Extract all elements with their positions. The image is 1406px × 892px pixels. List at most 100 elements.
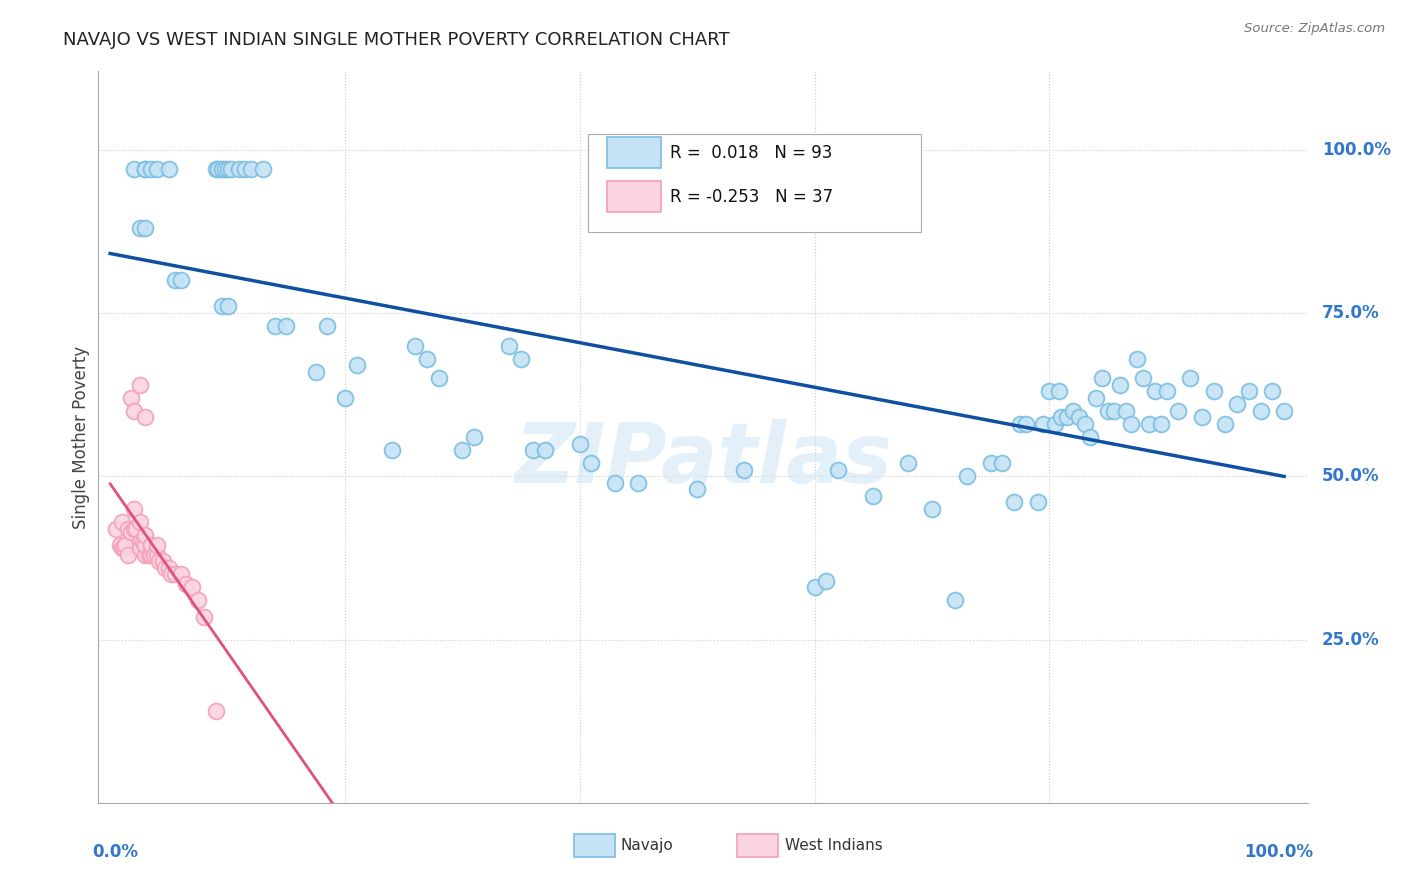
Point bbox=[686, 483, 709, 497]
Point bbox=[1167, 404, 1189, 418]
Point bbox=[148, 554, 170, 568]
Point bbox=[128, 541, 150, 555]
Point bbox=[1132, 371, 1154, 385]
Point bbox=[991, 456, 1014, 470]
Point bbox=[141, 538, 163, 552]
Point bbox=[134, 221, 156, 235]
Text: 100.0%: 100.0% bbox=[1322, 141, 1391, 159]
Point bbox=[120, 524, 142, 539]
Point bbox=[581, 456, 603, 470]
Point bbox=[1150, 417, 1173, 431]
Point bbox=[1091, 371, 1114, 385]
Point bbox=[157, 560, 180, 574]
Point bbox=[945, 593, 967, 607]
Point bbox=[105, 521, 128, 535]
Point bbox=[181, 580, 204, 594]
Point bbox=[134, 162, 156, 177]
Point bbox=[416, 351, 439, 366]
Point bbox=[533, 443, 555, 458]
Point bbox=[921, 502, 943, 516]
Point bbox=[1067, 410, 1090, 425]
Point bbox=[1015, 417, 1038, 431]
Point bbox=[333, 391, 356, 405]
Point bbox=[1180, 371, 1202, 385]
Point bbox=[451, 443, 474, 458]
Point bbox=[111, 515, 134, 529]
Point bbox=[603, 475, 626, 490]
Point bbox=[1050, 410, 1073, 425]
Point bbox=[108, 538, 131, 552]
Point bbox=[155, 560, 177, 574]
Point bbox=[214, 162, 236, 177]
FancyBboxPatch shape bbox=[588, 134, 921, 232]
FancyBboxPatch shape bbox=[574, 833, 614, 857]
Point bbox=[128, 534, 150, 549]
Point bbox=[1108, 377, 1130, 392]
Point bbox=[381, 443, 404, 458]
Point bbox=[1121, 417, 1143, 431]
Point bbox=[128, 221, 150, 235]
Point bbox=[252, 162, 274, 177]
Point bbox=[146, 162, 169, 177]
Point bbox=[1215, 417, 1237, 431]
Point bbox=[276, 319, 298, 334]
Point bbox=[128, 377, 150, 392]
Point bbox=[522, 443, 544, 458]
Text: ZIPatlas: ZIPatlas bbox=[515, 418, 891, 500]
Point bbox=[219, 162, 242, 177]
Point bbox=[263, 319, 285, 334]
Point bbox=[233, 162, 256, 177]
Point bbox=[217, 300, 239, 314]
Point bbox=[1191, 410, 1213, 425]
Point bbox=[204, 162, 226, 177]
Point bbox=[125, 521, 148, 535]
Point bbox=[176, 577, 198, 591]
Point bbox=[316, 319, 339, 334]
Point bbox=[404, 339, 426, 353]
Text: West Indians: West Indians bbox=[785, 838, 883, 853]
Point bbox=[134, 410, 156, 425]
Point bbox=[980, 456, 1002, 470]
Point bbox=[1272, 404, 1295, 418]
Point bbox=[211, 162, 233, 177]
Point bbox=[1026, 495, 1049, 509]
Text: NAVAJO VS WEST INDIAN SINGLE MOTHER POVERTY CORRELATION CHART: NAVAJO VS WEST INDIAN SINGLE MOTHER POVE… bbox=[63, 31, 730, 49]
Point bbox=[146, 548, 169, 562]
Text: R =  0.018   N = 93: R = 0.018 N = 93 bbox=[671, 145, 832, 162]
FancyBboxPatch shape bbox=[607, 181, 661, 211]
Point bbox=[1073, 417, 1095, 431]
Point bbox=[152, 554, 174, 568]
Text: Navajo: Navajo bbox=[621, 838, 673, 853]
Point bbox=[1085, 391, 1108, 405]
Point bbox=[1261, 384, 1284, 399]
Point bbox=[1226, 397, 1249, 411]
Point bbox=[217, 162, 239, 177]
Point bbox=[498, 339, 520, 353]
Point bbox=[193, 609, 215, 624]
Point bbox=[122, 162, 145, 177]
Point bbox=[1137, 417, 1160, 431]
Text: 50.0%: 50.0% bbox=[1322, 467, 1379, 485]
Point bbox=[1097, 404, 1119, 418]
Text: 25.0%: 25.0% bbox=[1322, 631, 1379, 648]
Point bbox=[815, 574, 838, 588]
Point bbox=[117, 548, 139, 562]
Point bbox=[204, 705, 226, 719]
Point bbox=[169, 273, 191, 287]
Y-axis label: Single Mother Poverty: Single Mother Poverty bbox=[72, 345, 90, 529]
Point bbox=[117, 521, 139, 535]
Point bbox=[1102, 404, 1125, 418]
Point bbox=[160, 567, 183, 582]
Point bbox=[862, 489, 884, 503]
Point bbox=[142, 548, 165, 562]
Point bbox=[1115, 404, 1137, 418]
Point bbox=[134, 538, 156, 552]
Text: 0.0%: 0.0% bbox=[93, 843, 138, 861]
Text: 100.0%: 100.0% bbox=[1244, 843, 1313, 861]
Point bbox=[733, 463, 755, 477]
Point bbox=[187, 593, 209, 607]
Point bbox=[1056, 410, 1078, 425]
Point bbox=[1047, 384, 1070, 399]
Point bbox=[122, 502, 145, 516]
Point bbox=[1126, 351, 1149, 366]
